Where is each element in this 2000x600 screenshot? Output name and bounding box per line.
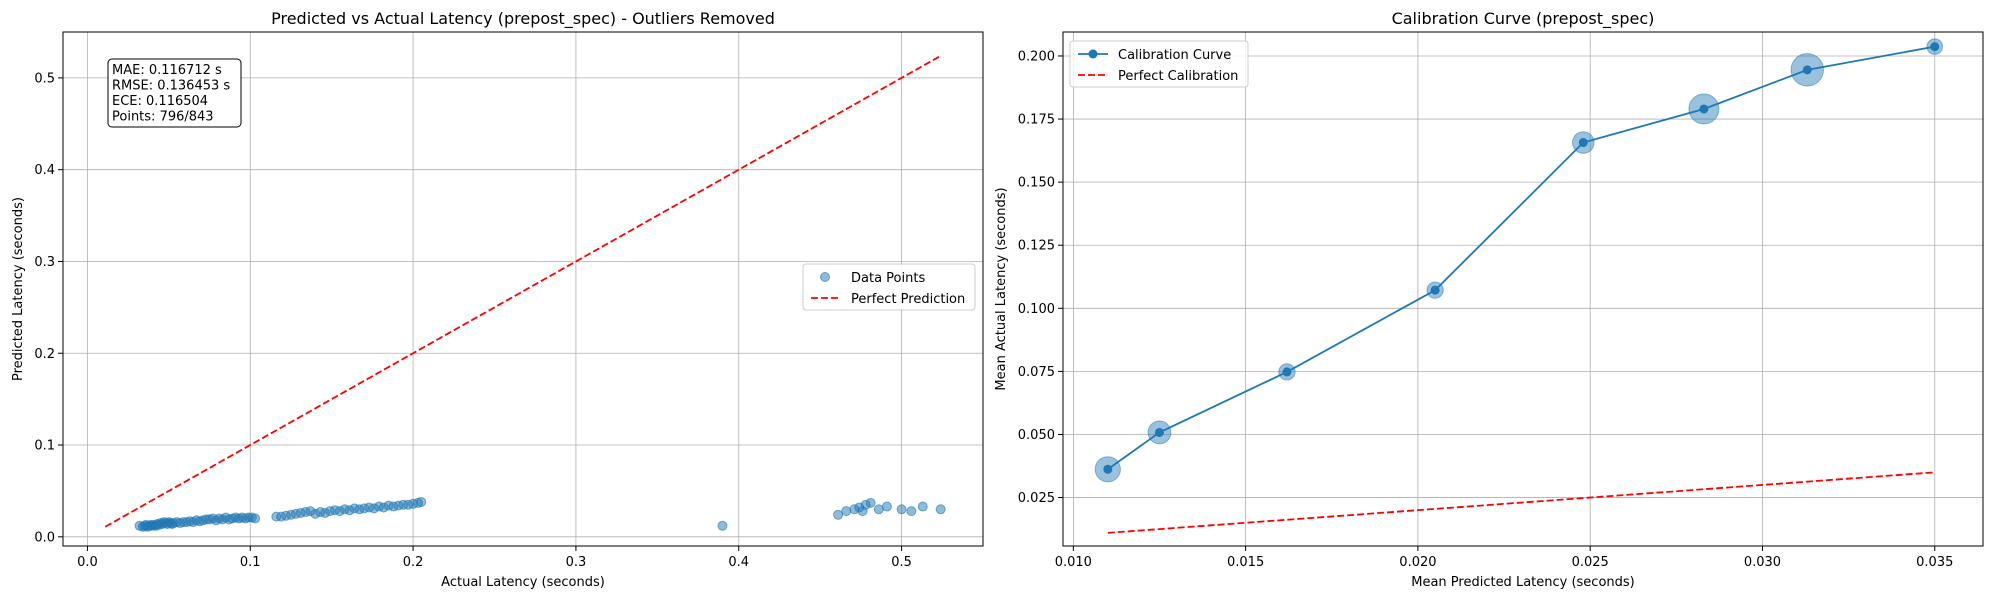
calibration-point: [1154, 427, 1164, 437]
calibration-point: [1699, 104, 1709, 114]
y-tick-label: 0.125: [1018, 239, 1055, 254]
calibration-point: [1103, 464, 1113, 474]
y-tick-label: 0.175: [1018, 113, 1055, 128]
calibration-x-axis-label: Mean Predicted Latency (seconds): [1411, 575, 1635, 590]
x-tick-label: 0.020: [1399, 555, 1436, 570]
y-tick-label: 0.2: [34, 347, 55, 362]
x-tick-label: 0.5: [891, 555, 912, 570]
x-tick-label: 0.030: [1744, 555, 1781, 570]
data-point: [906, 506, 917, 517]
calibration-y-axis-label: Mean Actual Latency (seconds): [994, 187, 1009, 390]
calibration-legend: Calibration Curve Perfect Calibration: [1069, 40, 1249, 88]
data-point: [896, 504, 907, 515]
stats-mae: MAE: 0.116712 s: [112, 63, 222, 78]
stats-rmse: RMSE: 0.136453 s: [112, 79, 230, 94]
legend-perfect-prediction-label: Perfect Prediction: [851, 292, 965, 307]
x-tick-label: 0.010: [1055, 555, 1092, 570]
scatter-chart-title: Predicted vs Actual Latency (prepost_spe…: [271, 9, 775, 29]
stats-points: Points: 796/843: [112, 110, 214, 125]
calibration-point: [1802, 65, 1812, 75]
x-tick-label: 0.025: [1572, 555, 1609, 570]
calibration-axes-frame: [1062, 31, 1984, 547]
data-point: [865, 497, 876, 508]
calibration-chart-title: Calibration Curve (prepost_spec): [1392, 9, 1655, 29]
data-point: [881, 501, 892, 512]
x-tick-label: 0.3: [566, 555, 587, 570]
y-tick-label: 0.4: [34, 163, 55, 178]
legend-data-points-label: Data Points: [851, 271, 925, 286]
y-tick-label: 0.200: [1018, 49, 1055, 64]
x-tick-label: 0.4: [728, 555, 749, 570]
data-point: [717, 520, 728, 531]
x-tick-label: 0.1: [240, 555, 261, 570]
data-point: [873, 504, 884, 515]
calibration-grid: [1063, 32, 1983, 546]
calibration-legend-frame: [1069, 40, 1249, 88]
y-tick-label: 0.075: [1018, 365, 1055, 380]
data-point: [833, 509, 844, 520]
calibration-line: [1107, 45, 1935, 471]
calibration-ticks: 0.010 0.015 0.020 0.025 0.030 0.035 0.025 0.050…: [1018, 49, 1954, 570]
calibration-panel: 0.010 0.015 0.020 0.025 0.030 0.035 0.025 0.050…: [994, 9, 1984, 590]
scatter-grid: [63, 32, 983, 546]
legend-perfect-calibration-label: Perfect Calibration: [1118, 69, 1238, 84]
data-point: [917, 501, 928, 512]
legend-data-points-marker: [820, 272, 830, 282]
y-tick-label: 0.1: [34, 439, 55, 454]
y-tick-label: 0.5: [34, 71, 55, 86]
stats-ece: ECE: 0.116504: [112, 94, 208, 109]
scatter-panel: 0.0 0.1 0.2 0.3 0.4 0.5 0.0 0.1 0.2 0.3 0.4 0.5 Pre…: [11, 9, 984, 590]
reference-line: [1107, 471, 1935, 534]
y-tick-label: 0.0: [34, 530, 55, 545]
data-point: [841, 506, 852, 517]
x-tick-label: 0.2: [403, 555, 424, 570]
y-tick-label: 0.025: [1018, 491, 1055, 506]
legend-calibration-curve-marker: [1088, 49, 1098, 59]
scatter-ticks: 0.0 0.1 0.2 0.3 0.4 0.5 0.0 0.1 0.2 0.3 0.4 0.5: [34, 71, 912, 570]
x-tick-label: 0.015: [1227, 555, 1264, 570]
data-point: [416, 496, 427, 507]
calibration-point: [1430, 285, 1440, 295]
scatter-axes-frame: [62, 31, 984, 547]
data-point: [250, 513, 261, 524]
legend-calibration-curve-label: Calibration Curve: [1118, 48, 1231, 63]
x-tick-label: 0.0: [77, 555, 98, 570]
calibration-point: [1930, 42, 1940, 52]
stats-box-frame: [107, 58, 242, 128]
scatter-y-axis-label: Predicted Latency (seconds): [11, 197, 26, 381]
data-point: [935, 504, 946, 515]
y-tick-label: 0.3: [34, 255, 55, 270]
scatter-legend-frame: [802, 263, 976, 311]
y-tick-label: 0.100: [1018, 302, 1055, 317]
scatter-x-axis-label: Actual Latency (seconds): [441, 575, 605, 590]
x-tick-label: 0.035: [1916, 555, 1953, 570]
scatter-legend: Data Points Perfect Prediction: [802, 263, 976, 311]
y-tick-label: 0.050: [1018, 428, 1055, 443]
scatter-plot-area: [104, 55, 946, 532]
stats-box: MAE: 0.116712 s RMSE: 0.136453 s ECE: 0.…: [107, 58, 242, 128]
calibration-point: [1282, 367, 1292, 377]
calibration-plot-area: [1094, 38, 1944, 534]
y-tick-label: 0.150: [1018, 176, 1055, 191]
calibration-point: [1578, 138, 1588, 148]
